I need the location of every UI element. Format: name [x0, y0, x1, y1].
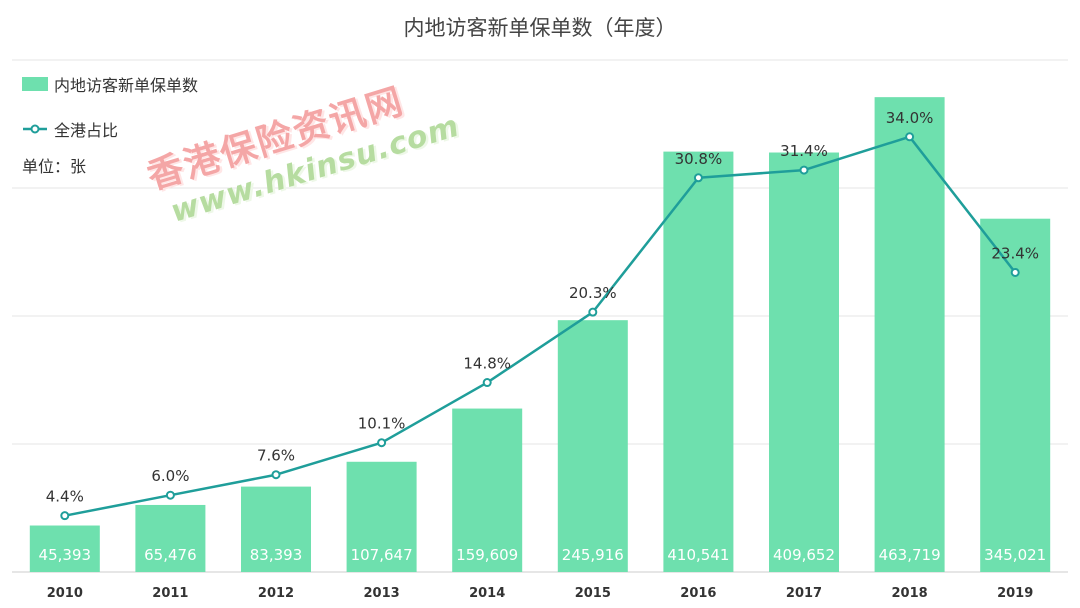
- legend-item-bars: 内地访客新单保单数: [22, 72, 198, 96]
- line-point-2017: [799, 165, 809, 175]
- bar-2019: [980, 218, 1051, 573]
- line-point-2010: [60, 511, 70, 521]
- unit-label: 单位：张: [22, 157, 87, 176]
- line-point-2015: [588, 307, 598, 317]
- x-tick-2015: 2015: [575, 586, 611, 601]
- line-label-2019: 23.4%: [991, 244, 1039, 262]
- bar-label-2014: 159,609: [456, 546, 518, 564]
- bar-label-2011: 65,476: [144, 546, 197, 564]
- bar-label-2016: 410,541: [667, 546, 729, 564]
- bar-2012: [241, 486, 311, 572]
- x-tick-2014: 2014: [469, 586, 505, 601]
- line-label-2011: 6.0%: [151, 467, 189, 485]
- bar-2014: [452, 408, 523, 572]
- bar-label-2017: 409,652: [773, 546, 835, 564]
- legend-swatch-bars: [22, 77, 48, 91]
- bar-2018: [874, 97, 945, 573]
- bar-label-2013: 107,647: [351, 546, 413, 564]
- x-tick-2011: 2011: [152, 586, 188, 601]
- legend-swatch-line: [23, 124, 47, 134]
- line-share: [64, 135, 1017, 517]
- line-label-2018: 34.0%: [886, 109, 934, 127]
- line-point-2013: [377, 438, 387, 448]
- line-point-2014: [482, 378, 492, 388]
- x-tick-2018: 2018: [892, 586, 928, 601]
- bar-2016: [663, 151, 734, 572]
- legend-item-line: 全港占比: [22, 117, 118, 141]
- x-tick-2019: 2019: [997, 586, 1033, 601]
- line-label-2015: 20.3%: [569, 284, 617, 302]
- line-label-2010: 4.4%: [46, 488, 84, 506]
- bar-2011: [135, 504, 206, 572]
- line-label-2016: 30.8%: [675, 150, 723, 168]
- line-label-2014: 14.8%: [463, 355, 511, 373]
- x-tick-2017: 2017: [786, 586, 822, 601]
- bar-2010: [29, 525, 100, 572]
- line-point-2018: [905, 132, 915, 142]
- bar-2017: [769, 152, 839, 572]
- line-point-2019: [1010, 267, 1020, 277]
- legend-label-line: 全港占比: [54, 121, 119, 140]
- bar-2013: [346, 461, 417, 572]
- x-tick-2010: 2010: [47, 586, 83, 601]
- line-label-2017: 31.4%: [780, 142, 828, 160]
- line-label-2012: 7.6%: [257, 447, 295, 465]
- chart-title: 内地访客新单保单数（年度）: [403, 16, 677, 40]
- legend-label-bars: 内地访客新单保单数: [54, 76, 199, 95]
- line-point-2012: [271, 470, 281, 480]
- bar-label-2010: 45,393: [39, 546, 92, 564]
- x-tick-2012: 2012: [258, 586, 294, 601]
- bar-label-2018: 463,719: [879, 546, 941, 564]
- line-point-2011: [165, 490, 175, 500]
- line-point-2016: [693, 173, 703, 183]
- bar-label-2012: 83,393: [250, 546, 303, 564]
- bar-label-2019: 345,021: [984, 546, 1046, 564]
- line-label-2013: 10.1%: [358, 415, 406, 433]
- x-tick-2016: 2016: [680, 586, 716, 601]
- x-tick-2013: 2013: [364, 586, 400, 601]
- bar-label-2015: 245,916: [562, 546, 624, 564]
- bar-2015: [557, 320, 628, 572]
